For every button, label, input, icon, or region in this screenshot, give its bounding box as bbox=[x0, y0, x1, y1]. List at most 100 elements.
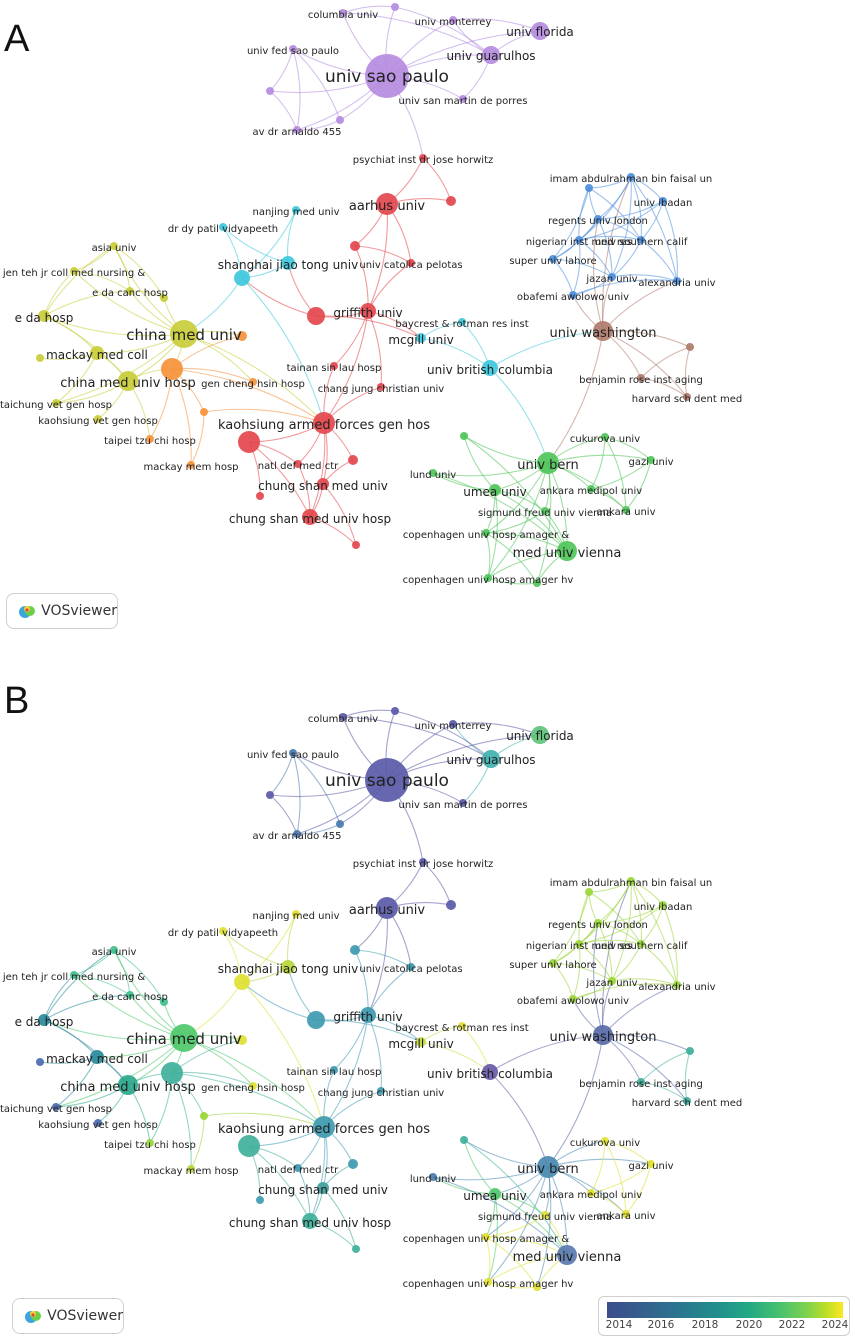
institution-node[interactable] bbox=[292, 910, 300, 918]
institution-node[interactable] bbox=[36, 1058, 44, 1066]
institution-node[interactable] bbox=[70, 267, 78, 275]
institution-node[interactable] bbox=[348, 1159, 358, 1169]
institution-node[interactable] bbox=[391, 707, 399, 715]
institution-node[interactable] bbox=[575, 236, 583, 244]
institution-node[interactable] bbox=[313, 1116, 335, 1138]
institution-node[interactable] bbox=[38, 310, 50, 322]
institution-node[interactable] bbox=[429, 469, 437, 477]
institution-node[interactable] bbox=[249, 1082, 257, 1090]
institution-node[interactable] bbox=[593, 1025, 613, 1045]
institution-node[interactable] bbox=[593, 321, 613, 341]
institution-node[interactable] bbox=[161, 358, 183, 380]
institution-node[interactable] bbox=[460, 432, 468, 440]
institution-node[interactable] bbox=[482, 750, 500, 768]
institution-node[interactable] bbox=[647, 1160, 655, 1168]
institution-node[interactable] bbox=[330, 1066, 338, 1074]
institution-node[interactable] bbox=[266, 791, 274, 799]
institution-node[interactable] bbox=[237, 1035, 247, 1045]
institution-node[interactable] bbox=[484, 1278, 492, 1286]
institution-node[interactable] bbox=[407, 259, 415, 267]
institution-node[interactable] bbox=[38, 1014, 50, 1026]
institution-node[interactable] bbox=[170, 1024, 198, 1052]
institution-node[interactable] bbox=[294, 460, 302, 468]
institution-node[interactable] bbox=[587, 485, 595, 493]
institution-node[interactable] bbox=[377, 1087, 385, 1095]
institution-node[interactable] bbox=[673, 981, 681, 989]
institution-node[interactable] bbox=[352, 1245, 360, 1253]
institution-node[interactable] bbox=[200, 408, 208, 416]
institution-node[interactable] bbox=[449, 16, 457, 24]
institution-node[interactable] bbox=[94, 415, 102, 423]
institution-node[interactable] bbox=[352, 541, 360, 549]
institution-node[interactable] bbox=[537, 452, 559, 474]
institution-node[interactable] bbox=[533, 1283, 541, 1291]
institution-node[interactable] bbox=[460, 1136, 468, 1144]
institution-node[interactable] bbox=[594, 215, 602, 223]
institution-node[interactable] bbox=[336, 820, 344, 828]
institution-node[interactable] bbox=[673, 277, 681, 285]
institution-node[interactable] bbox=[608, 977, 616, 985]
institution-node[interactable] bbox=[533, 579, 541, 587]
institution-node[interactable] bbox=[376, 897, 398, 919]
institution-node[interactable] bbox=[360, 1007, 376, 1023]
institution-node[interactable] bbox=[686, 1047, 694, 1055]
institution-node[interactable] bbox=[376, 193, 398, 215]
institution-node[interactable] bbox=[575, 940, 583, 948]
institution-node[interactable] bbox=[160, 998, 168, 1006]
institution-node[interactable] bbox=[350, 241, 360, 251]
institution-node[interactable] bbox=[52, 399, 60, 407]
institution-node[interactable] bbox=[585, 184, 593, 192]
institution-node[interactable] bbox=[293, 830, 301, 838]
institution-node[interactable] bbox=[187, 1165, 195, 1173]
institution-node[interactable] bbox=[683, 1097, 691, 1105]
institution-node[interactable] bbox=[266, 87, 274, 95]
institution-node[interactable] bbox=[94, 1119, 102, 1127]
institution-node[interactable] bbox=[569, 995, 577, 1003]
institution-node[interactable] bbox=[219, 927, 227, 935]
institution-node[interactable] bbox=[160, 294, 168, 302]
institution-node[interactable] bbox=[659, 901, 667, 909]
institution-node[interactable] bbox=[416, 333, 426, 343]
institution-node[interactable] bbox=[118, 371, 138, 391]
institution-node[interactable] bbox=[557, 1245, 577, 1265]
institution-node[interactable] bbox=[601, 433, 609, 441]
institution-node[interactable] bbox=[549, 255, 557, 263]
institution-node[interactable] bbox=[429, 1173, 437, 1181]
institution-node[interactable] bbox=[484, 574, 492, 582]
institution-node[interactable] bbox=[622, 1210, 630, 1218]
institution-node[interactable] bbox=[110, 946, 118, 954]
institution-node[interactable] bbox=[307, 1011, 325, 1029]
institution-node[interactable] bbox=[647, 456, 655, 464]
institution-node[interactable] bbox=[249, 378, 257, 386]
institution-node[interactable] bbox=[289, 749, 297, 757]
institution-node[interactable] bbox=[569, 291, 577, 299]
institution-node[interactable] bbox=[256, 492, 264, 500]
institution-node[interactable] bbox=[187, 461, 195, 469]
institution-node[interactable] bbox=[238, 1135, 260, 1157]
institution-node[interactable] bbox=[419, 154, 427, 162]
institution-node[interactable] bbox=[90, 1050, 104, 1064]
institution-node[interactable] bbox=[608, 273, 616, 281]
institution-node[interactable] bbox=[146, 435, 154, 443]
institution-node[interactable] bbox=[446, 900, 456, 910]
institution-node[interactable] bbox=[683, 393, 691, 401]
institution-node[interactable] bbox=[627, 173, 635, 181]
institution-node[interactable] bbox=[391, 3, 399, 11]
institution-node[interactable] bbox=[459, 799, 467, 807]
institution-node[interactable] bbox=[585, 888, 593, 896]
institution-node[interactable] bbox=[449, 720, 457, 728]
institution-node[interactable] bbox=[686, 343, 694, 351]
institution-node[interactable] bbox=[541, 507, 549, 515]
institution-node[interactable] bbox=[292, 206, 300, 214]
institution-node[interactable] bbox=[294, 1164, 302, 1172]
institution-node[interactable] bbox=[458, 318, 466, 326]
institution-node[interactable] bbox=[659, 197, 667, 205]
institution-node[interactable] bbox=[637, 1078, 645, 1086]
institution-node[interactable] bbox=[531, 726, 549, 744]
institution-node[interactable] bbox=[541, 1211, 549, 1219]
institution-node[interactable] bbox=[637, 236, 645, 244]
institution-node[interactable] bbox=[416, 1037, 426, 1047]
institution-node[interactable] bbox=[627, 877, 635, 885]
institution-node[interactable] bbox=[219, 223, 227, 231]
institution-node[interactable] bbox=[482, 1233, 490, 1241]
